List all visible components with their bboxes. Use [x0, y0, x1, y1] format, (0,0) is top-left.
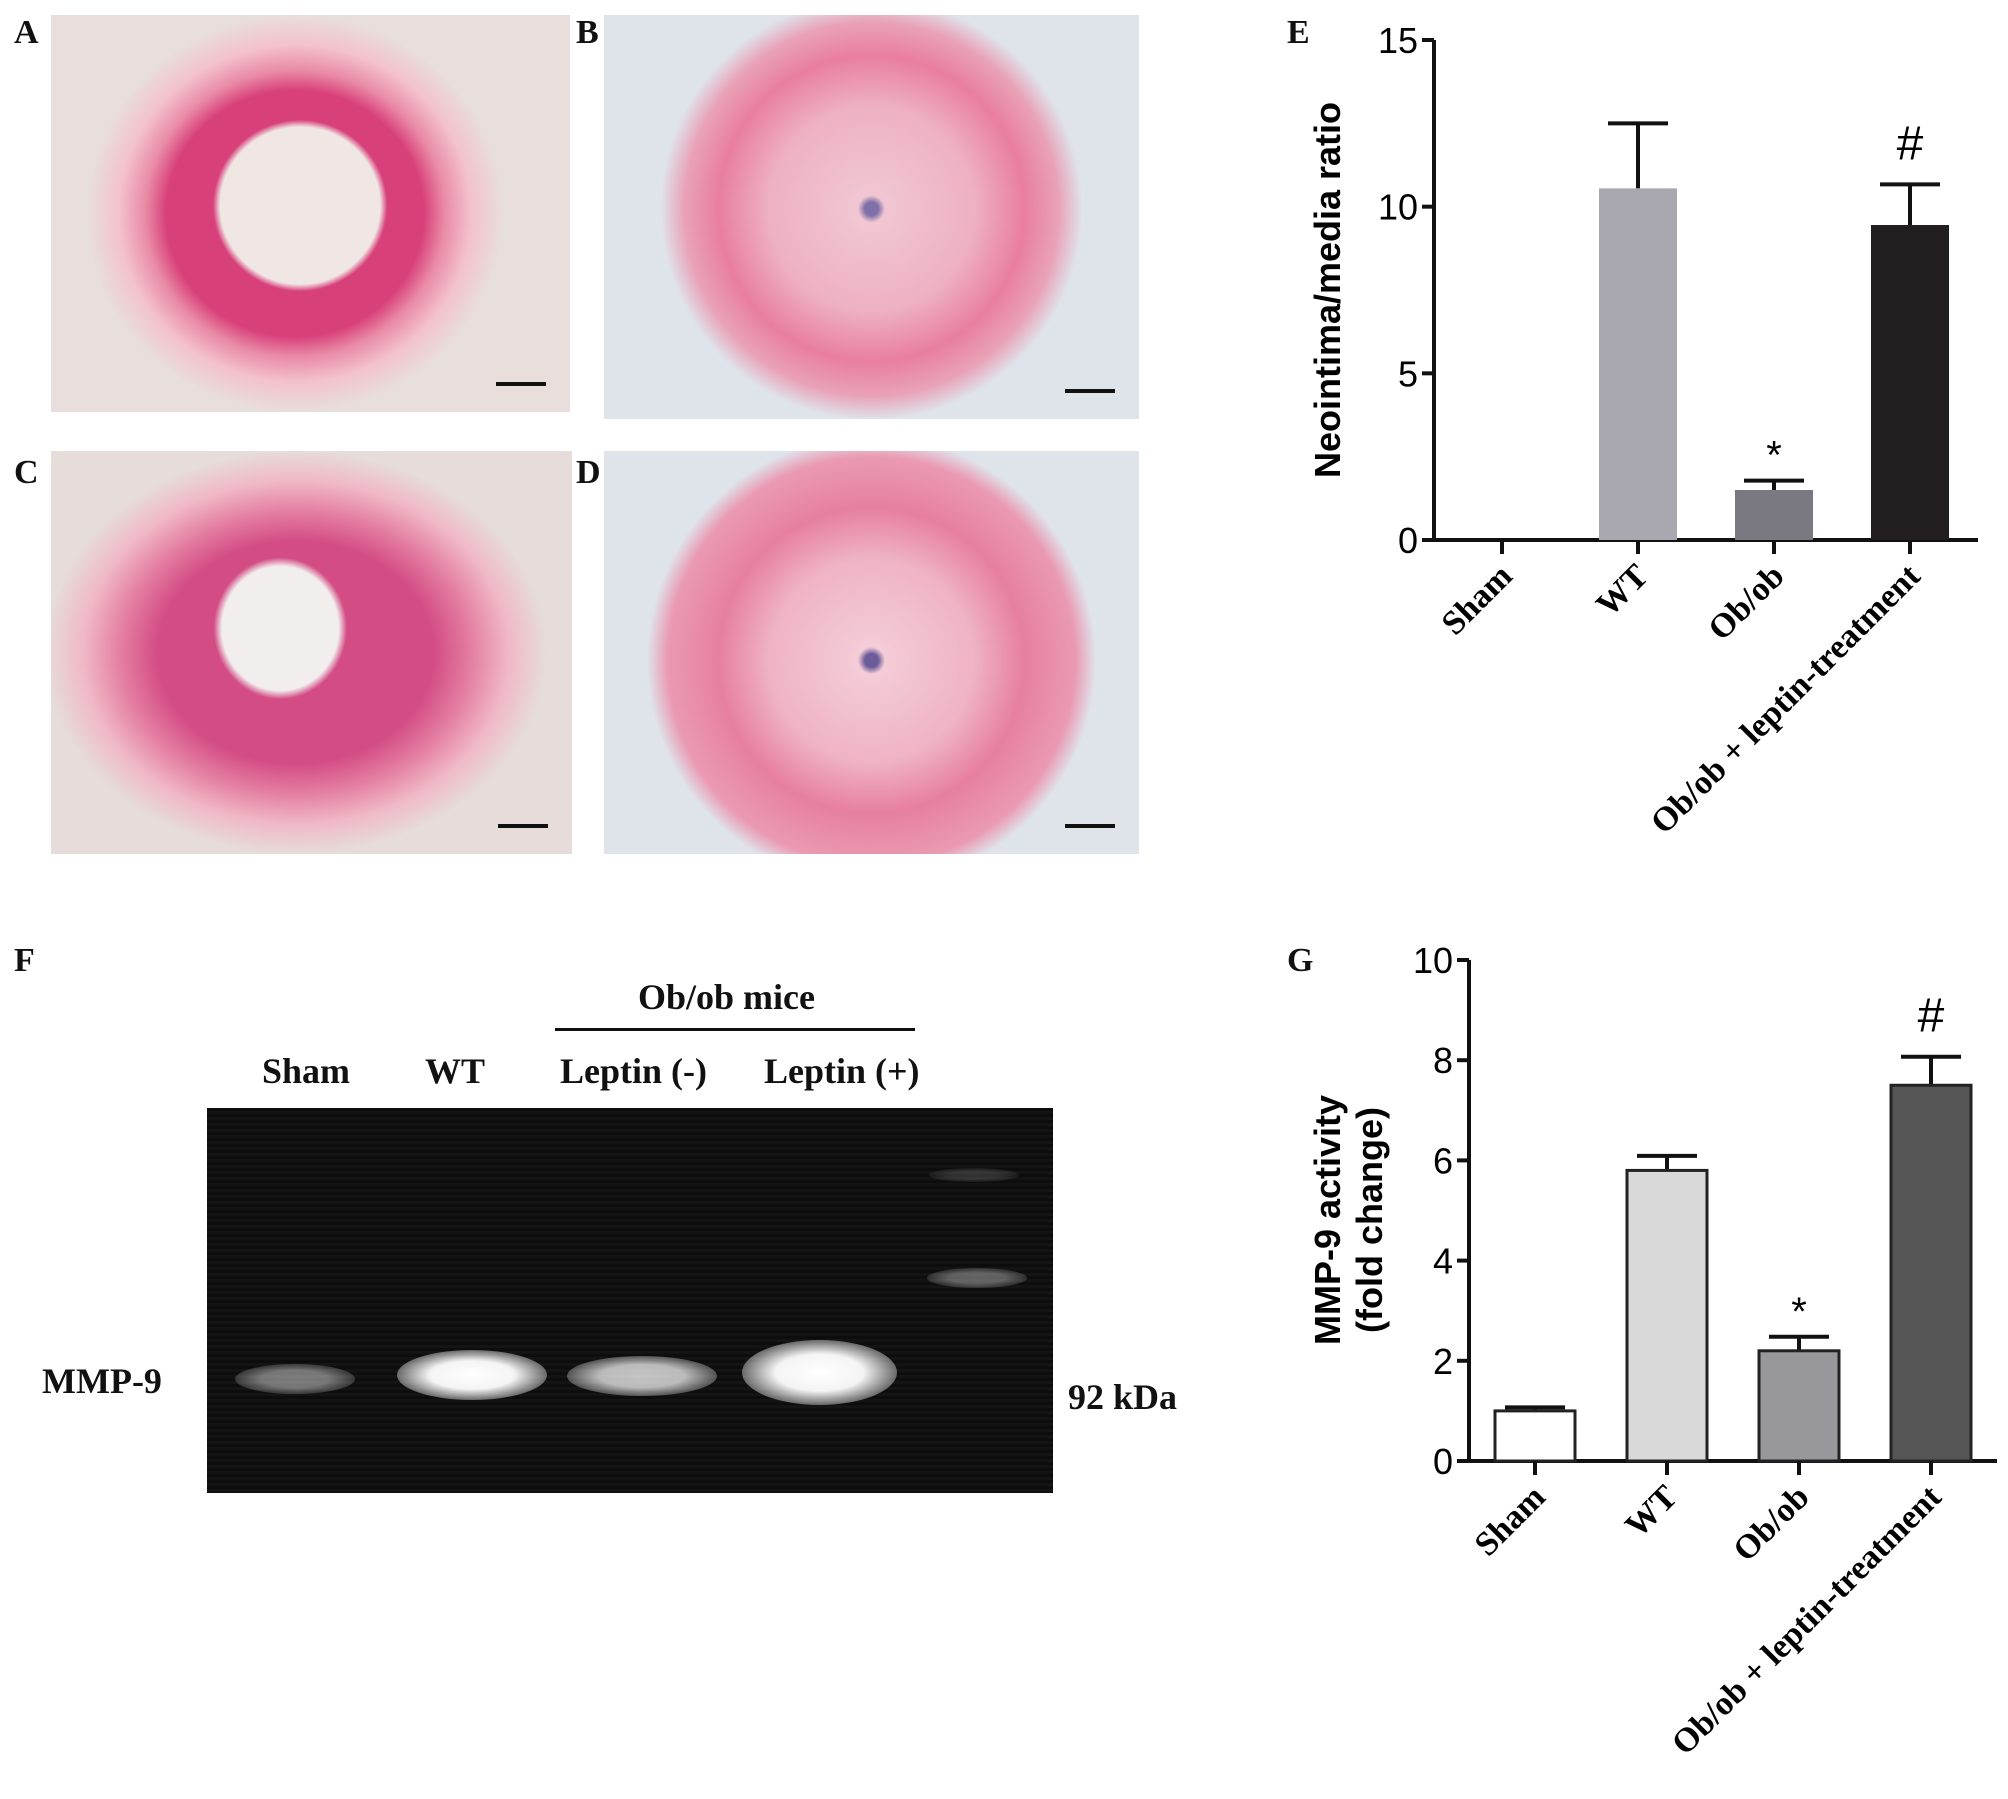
histology-image-a [51, 15, 570, 412]
size-label: 92 kDa [1068, 1377, 1178, 1417]
zymography-gel [207, 1108, 1053, 1493]
y-tick-label: 6 [1433, 1140, 1453, 1181]
y-axis-label: MMP-9 activity [1307, 1095, 1348, 1345]
marker-band [927, 1268, 1027, 1288]
y-tick-label: 15 [1378, 20, 1418, 61]
marker-band [929, 1168, 1019, 1182]
bar [1599, 188, 1677, 541]
x-tick-label: Sham [1468, 1478, 1553, 1563]
bar [1757, 1349, 1841, 1463]
y-tick-label: 5 [1398, 353, 1418, 394]
panel-label-f: F [14, 942, 35, 979]
significance-mark: * [1791, 1290, 1807, 1334]
panel-label-g: G [1287, 942, 1314, 979]
panel-label-b: B [576, 14, 599, 51]
y-axis-label: Neointima/media ratio [1307, 102, 1348, 478]
y-tick-label: 8 [1433, 1040, 1453, 1081]
band-wt [397, 1350, 547, 1400]
chart-e: 0 5 10 15 Sham WT * Ob/ob # Ob/ob + leptin-treatm… [1307, 20, 1978, 841]
y-tick-label: 4 [1433, 1241, 1453, 1282]
band-label: MMP-9 [42, 1361, 162, 1401]
significance-mark: * [1766, 434, 1782, 478]
x-tick-label: Ob/ob [1701, 557, 1791, 647]
panel-label-e: E [1287, 14, 1310, 51]
y-axis-label-units: (fold change) [1349, 1107, 1390, 1333]
lane-label-sham: Sham [262, 1051, 351, 1091]
x-tick-label: WT [1589, 557, 1655, 623]
x-tick-label: WT [1618, 1478, 1684, 1544]
bar [1625, 1168, 1709, 1463]
band-leptin-neg [567, 1356, 717, 1396]
lane-label-leptin-pos: Leptin (+) [764, 1051, 920, 1091]
y-tick-label: 10 [1378, 187, 1418, 228]
lane-label-wt: WT [425, 1051, 486, 1091]
x-tick-label: Ob/ob + leptin-treatment [1665, 1478, 1949, 1762]
histology-image-d [604, 451, 1139, 854]
group-label: Ob/ob mice [638, 977, 815, 1017]
bar [1889, 1083, 1973, 1463]
x-tick-label: Sham [1435, 557, 1520, 642]
y-tick-label: 10 [1413, 940, 1453, 981]
x-tick-label: Ob/ob [1726, 1478, 1816, 1568]
significance-mark: # [1897, 117, 1924, 170]
y-tick-label: 0 [1433, 1441, 1453, 1482]
band-leptin-pos [742, 1340, 897, 1405]
chart-g: 0 2 4 6 8 10 Sham WT * Ob/ob # Ob/ob + leptin-treat… [1307, 940, 1997, 1762]
panel-label-d: D [576, 454, 601, 491]
bar [1735, 490, 1813, 540]
band-sham [235, 1364, 355, 1394]
group-line [555, 1028, 915, 1031]
histology-image-b [604, 15, 1139, 419]
panel-label-c: C [14, 454, 39, 491]
bar [1493, 1409, 1577, 1463]
y-tick-label: 2 [1433, 1341, 1453, 1382]
lane-label-leptin-neg: Leptin (-) [560, 1051, 707, 1091]
panel-label-a: A [14, 14, 39, 51]
histology-image-c [51, 451, 572, 854]
significance-mark: # [1918, 990, 1945, 1043]
y-tick-label: 0 [1398, 520, 1418, 561]
x-tick-label: Ob/ob + leptin-treatment [1644, 557, 1928, 841]
bar [1871, 225, 1949, 540]
